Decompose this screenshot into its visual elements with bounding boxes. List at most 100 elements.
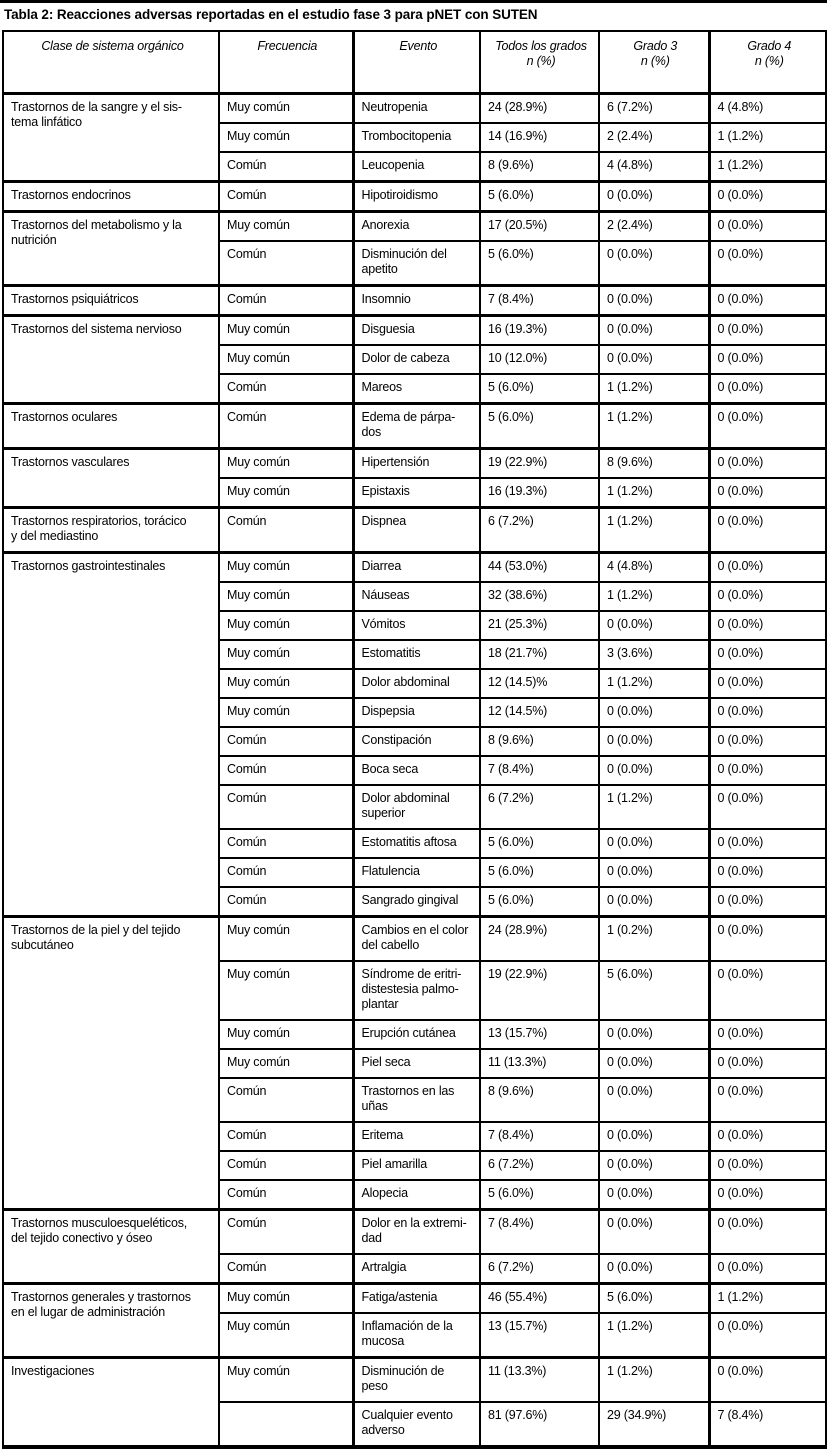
grade3-cell: 5 (6.0%) — [598, 1281, 709, 1313]
grade3-cell: 1 (1.2%) — [598, 372, 709, 403]
event-cell: Trastornos en las uñas — [351, 1076, 480, 1122]
grade4-cell: 0 (0.0%) — [707, 914, 826, 961]
grade3-cell: 1 (1.2%) — [598, 401, 709, 448]
grade3-cell: 1 (1.2%) — [598, 667, 709, 698]
grade4-cell: 0 (0.0%) — [707, 885, 826, 916]
table-header: Clase de sistema orgánico Frecuencia Eve… — [3, 30, 826, 94]
organ-class-cell: Trastornos del sistema nervioso — [3, 313, 219, 403]
grade3-cell: 1 (0.2%) — [598, 914, 709, 961]
organ-class-cell: Trastornos del metabolismo y la nutrició… — [3, 209, 219, 285]
frequency-cell: Muy común — [218, 609, 353, 640]
all-grades-cell: 5 (6.0%) — [479, 827, 599, 858]
all-grades-cell: 7 (8.4%) — [479, 1207, 599, 1254]
table-row: Trastornos generales y trastornos en el … — [3, 1281, 826, 1357]
frequency-cell: Común — [218, 856, 353, 887]
organ-class-cell: Trastornos vasculares — [3, 446, 219, 507]
grade3-cell: 0 (0.0%) — [598, 283, 709, 315]
table-row: Muy común Vómitos 21 (25.3%) 0 (0.0%) 0 (0.0… — [3, 609, 826, 640]
event-cell: Artralgia — [351, 1252, 480, 1283]
event-cell: Leucopenia — [351, 150, 480, 181]
table-row: Muy común Inflamación de la mucosa 13 (15.… — [3, 1311, 826, 1357]
grade3-cell: 0 (0.0%) — [598, 1120, 709, 1151]
frequency-cell: Muy común — [218, 343, 353, 374]
frequency-cell: Muy común — [218, 313, 353, 345]
adverse-events-table: Clase de sistema orgánico Frecuencia Eve… — [2, 30, 827, 1449]
event-cell: Disguesia — [351, 313, 480, 345]
grade4-cell: 0 (0.0%) — [707, 783, 826, 829]
frequency-cell: Muy común — [218, 914, 353, 961]
frequency-cell: Común — [218, 1252, 353, 1283]
table-row: Muy común Piel seca 11 (13.3%) 0 (0.0%) 0 (0… — [3, 1047, 826, 1078]
event-cell: Alopecia — [351, 1178, 480, 1209]
event-cell: Vómitos — [351, 609, 480, 640]
grade3-cell: 4 (4.8%) — [598, 550, 709, 582]
all-grades-cell: 24 (28.9%) — [479, 914, 599, 961]
table-row: Común Sangrado gingival 5 (6.0%) 0 (0.0%) 0 … — [3, 885, 826, 916]
organ-class-cell: Trastornos oculares — [3, 401, 219, 448]
grade3-cell: 0 (0.0%) — [598, 179, 709, 211]
grade3-cell: 0 (0.0%) — [598, 239, 709, 285]
table-row: Común Alopecia 5 (6.0%) 0 (0.0%) 0 (0.0%) — [3, 1178, 826, 1209]
table-row: Trastornos musculoesqueléticos, del teji… — [3, 1207, 826, 1283]
event-cell: Neutropenia — [351, 91, 480, 123]
grade3-cell: 0 (0.0%) — [598, 827, 709, 858]
table-row: Muy común Erupción cutánea 13 (15.7%) 0 (0.… — [3, 1018, 826, 1049]
table-row: Común Boca seca 7 (8.4%) 0 (0.0%) 0 (0.0%) — [3, 754, 826, 785]
organ-class-cell: Trastornos de la sangre y el sis- tema l… — [3, 91, 219, 181]
frequency-cell: Común — [218, 1178, 353, 1209]
frequency-cell: Muy común — [218, 550, 353, 582]
organ-class-cell: Trastornos psiquiátricos — [3, 283, 219, 315]
all-grades-cell: 6 (7.2%) — [479, 505, 599, 552]
frequency-cell — [218, 1400, 353, 1447]
grade3-cell: 29 (34.9%) — [598, 1400, 709, 1447]
header-row: Clase de sistema orgánico Frecuencia Eve… — [3, 30, 826, 94]
table-row: Común Mareos 5 (6.0%) 1 (1.2%) 0 (0.0%) — [3, 372, 826, 403]
frequency-cell: Muy común — [218, 1047, 353, 1078]
grade3-cell: 2 (2.4%) — [598, 209, 709, 241]
table-row: Trastornos del sistema nervioso Muy común… — [3, 313, 826, 403]
event-cell: Piel seca — [351, 1047, 480, 1078]
frequency-cell: Muy común — [218, 446, 353, 478]
grade3-cell: 0 (0.0%) — [598, 1178, 709, 1209]
grade4-cell: 0 (0.0%) — [707, 667, 826, 698]
grade4-cell: 0 (0.0%) — [707, 856, 826, 887]
frequency-cell: Común — [218, 885, 353, 916]
frequency-cell: Muy común — [218, 1281, 353, 1313]
grade4-cell: 0 (0.0%) — [707, 580, 826, 611]
grade3-cell: 0 (0.0%) — [598, 313, 709, 345]
frequency-cell: Común — [218, 1149, 353, 1180]
event-cell: Constipación — [351, 725, 480, 756]
grade3-cell: 2 (2.4%) — [598, 121, 709, 152]
event-cell: Dispepsia — [351, 696, 480, 727]
all-grades-cell: 24 (28.9%) — [479, 91, 599, 123]
frequency-cell: Común — [218, 505, 353, 552]
all-grades-cell: 21 (25.3%) — [479, 609, 599, 640]
frequency-cell: Común — [218, 179, 353, 211]
frequency-cell: Común — [218, 401, 353, 448]
table-title: Tabla 2: Reacciones adversas reportadas … — [4, 7, 538, 22]
table-row: Muy común Síndrome de eritri- distestesia… — [3, 959, 826, 1020]
grade4-cell: 0 (0.0%) — [707, 827, 826, 858]
event-cell: Inflamación de la mucosa — [351, 1311, 480, 1357]
event-cell: Estomatitis — [351, 638, 480, 669]
grade4-cell: 0 (0.0%) — [707, 313, 826, 345]
event-cell: Cualquier evento adverso — [351, 1400, 480, 1447]
grade4-cell: 0 (0.0%) — [707, 1120, 826, 1151]
frequency-cell: Común — [218, 283, 353, 315]
top-rule — [0, 0, 827, 3]
column-header-organ-class: Clase de sistema orgánico — [3, 30, 219, 94]
event-cell: Dolor de cabeza — [351, 343, 480, 374]
event-cell: Eritema — [351, 1120, 480, 1151]
event-cell: Hipertensión — [351, 446, 480, 478]
all-grades-cell: 12 (14.5)% — [479, 667, 599, 698]
event-cell: Mareos — [351, 372, 480, 403]
table-row: Trastornos de la piel y del tejido subcu… — [3, 914, 826, 1209]
table-row: Trastornos de la sangre y el sis- tema l… — [3, 91, 826, 181]
frequency-cell: Común — [218, 754, 353, 785]
grade4-cell: 0 (0.0%) — [707, 476, 826, 507]
event-cell: Dolor en la extremi- dad — [351, 1207, 480, 1254]
event-cell: Piel amarilla — [351, 1149, 480, 1180]
column-header-grade4: Grado 4 n (%) — [707, 30, 826, 94]
table-row: Común Trastornos en las uñas 8 (9.6%) 0 (0.… — [3, 1076, 826, 1122]
table-row: Trastornos oculares Común Edema de párpa- … — [3, 401, 826, 448]
